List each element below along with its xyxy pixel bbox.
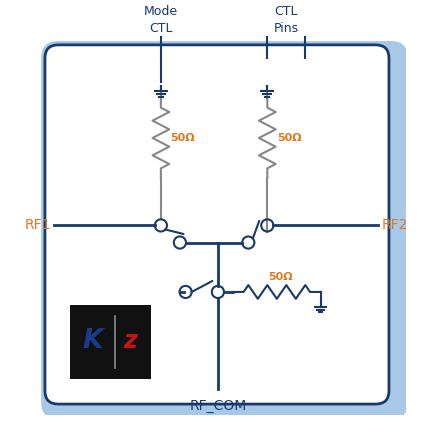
Text: Mode: Mode — [144, 5, 178, 18]
Text: 50Ω: 50Ω — [170, 133, 195, 143]
Text: 50Ω: 50Ω — [268, 272, 293, 282]
Text: RF1: RF1 — [24, 218, 51, 232]
Text: RF2: RF2 — [381, 218, 408, 232]
FancyBboxPatch shape — [41, 41, 408, 419]
FancyBboxPatch shape — [45, 45, 389, 404]
Text: CTL: CTL — [149, 22, 173, 34]
Text: RF_COM: RF_COM — [189, 399, 247, 413]
Bar — [70, 305, 151, 379]
Text: 50Ω: 50Ω — [277, 133, 302, 143]
Text: K: K — [82, 328, 103, 354]
Text: z: z — [123, 329, 137, 353]
Text: CTL: CTL — [275, 5, 298, 18]
Text: Pins: Pins — [274, 22, 299, 34]
